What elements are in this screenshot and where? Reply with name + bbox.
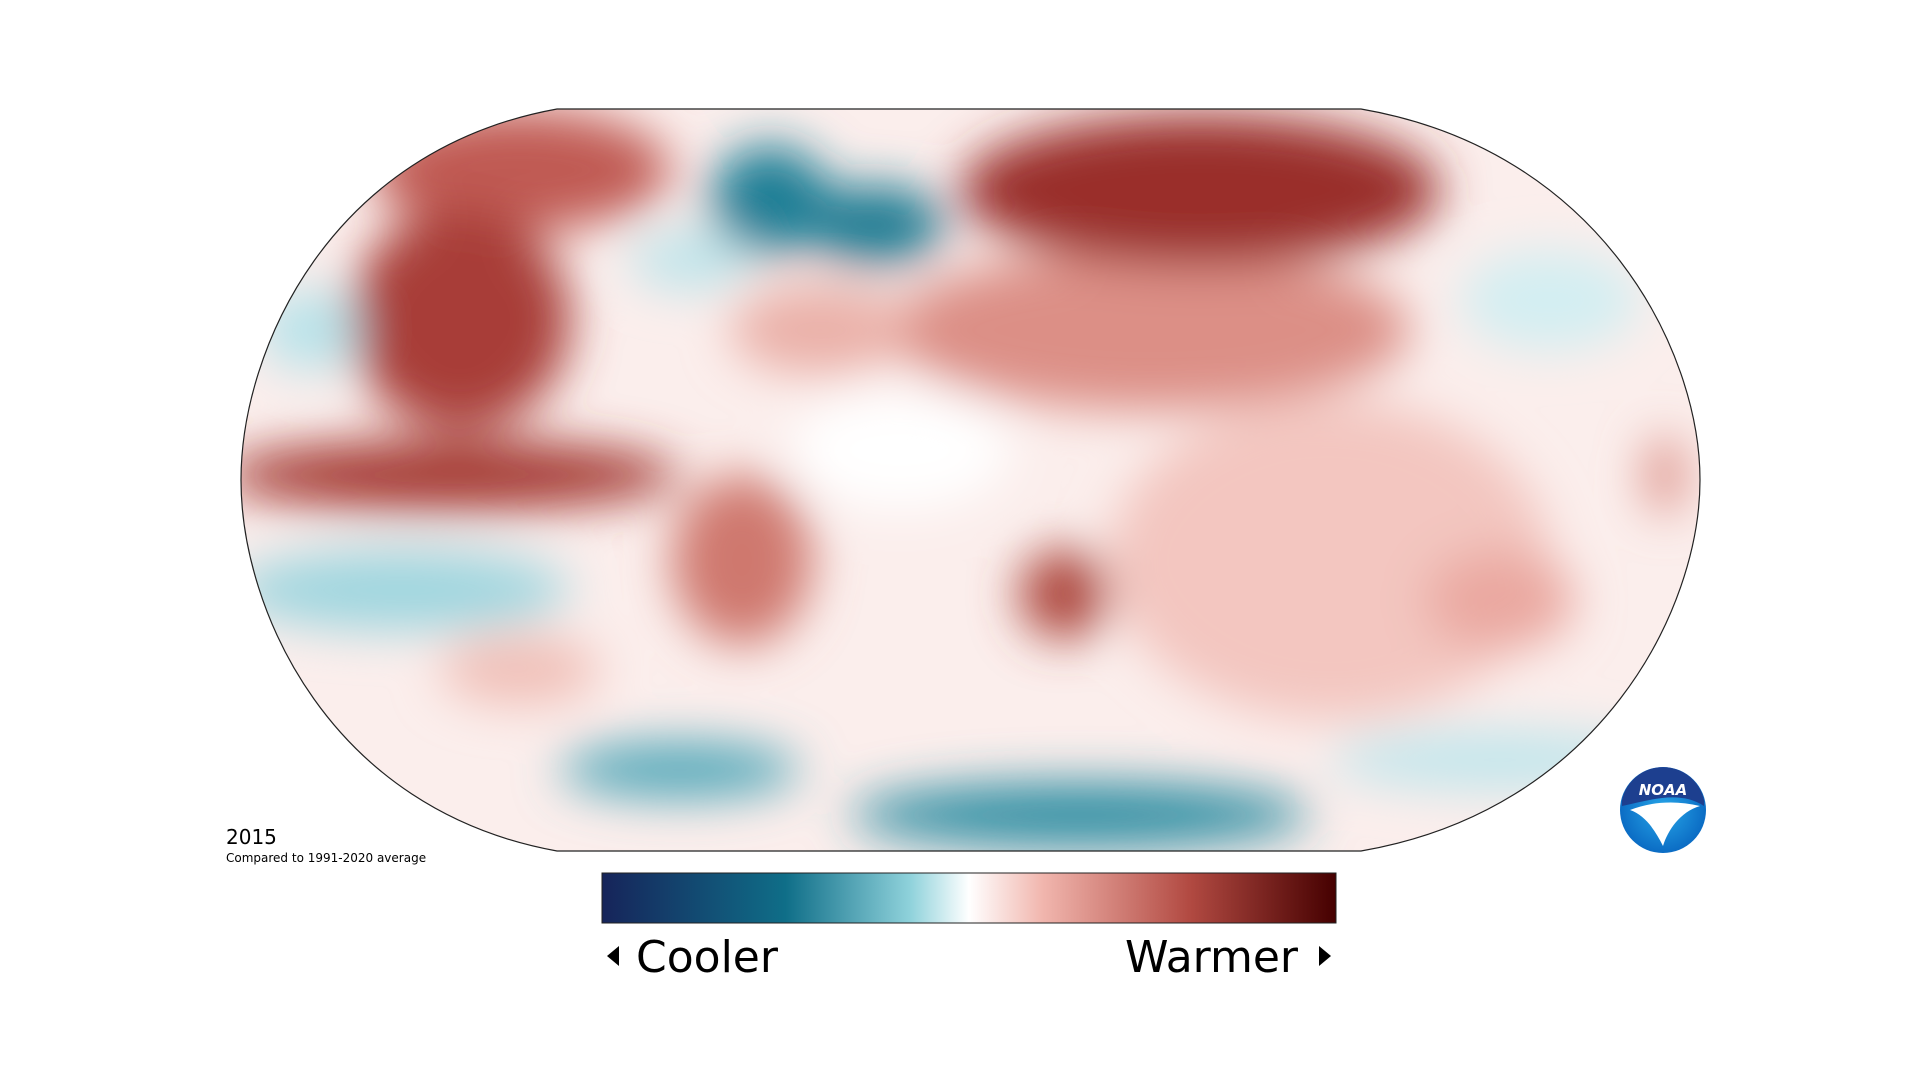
- anomaly-region: [560, 742, 800, 798]
- anomaly-region: [1645, 435, 1685, 515]
- anomaly-region: [440, 635, 600, 705]
- anomaly-region: [1019, 549, 1109, 639]
- anomaly-region: [241, 441, 680, 509]
- anomaly-region: [1460, 250, 1640, 350]
- warmer-arrow: [1319, 946, 1331, 966]
- anomaly-region: [370, 110, 670, 230]
- anomaly-region: [960, 115, 1440, 265]
- anomaly-region: [350, 210, 570, 430]
- anomaly-region: [790, 390, 1010, 510]
- anomaly-region: [850, 783, 1310, 847]
- baseline-caption: Compared to 1991-2020 average: [226, 851, 426, 865]
- anomaly-region: [1425, 550, 1575, 650]
- color-scale: [601, 872, 1337, 924]
- year-label: 2015: [226, 825, 277, 849]
- map-outline: [240, 108, 1701, 852]
- anomaly-region: [710, 145, 830, 255]
- anomaly-region: [260, 290, 360, 370]
- anomaly-region: [1330, 730, 1670, 790]
- anomaly-map: [241, 109, 1700, 851]
- noaa-logo: NOAA: [1620, 767, 1706, 853]
- anomaly-region: [241, 550, 570, 630]
- anomaly-region: [672, 475, 812, 645]
- logo-text: NOAA: [1639, 781, 1688, 799]
- cooler-arrow: [607, 946, 619, 966]
- warmer-label: Warmer: [1125, 932, 1299, 983]
- anomaly-region: [1110, 400, 1550, 720]
- anomaly-region: [630, 230, 750, 290]
- logo-top: [1622, 767, 1704, 806]
- logo-gull: [1630, 802, 1700, 846]
- cooler-label: Cooler: [636, 932, 779, 983]
- anomaly-region: [730, 285, 910, 375]
- anomaly-region: [805, 185, 945, 265]
- anomaly-region: [890, 250, 1410, 410]
